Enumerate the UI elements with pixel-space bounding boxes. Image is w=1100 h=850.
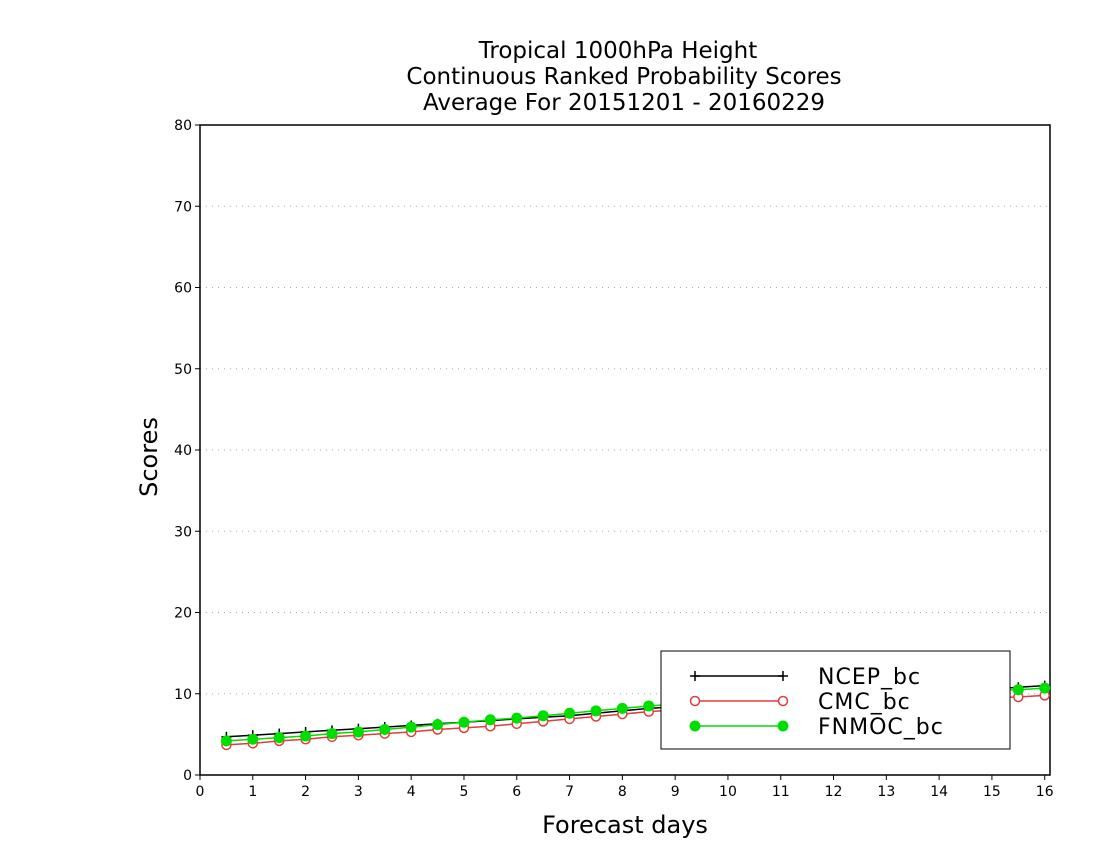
x-tick-label: 14 (930, 784, 948, 800)
data-point-fnmoc-bc (379, 724, 391, 735)
y-tick-label: 30 (174, 524, 192, 540)
x-tick-label: 9 (671, 784, 680, 800)
x-tick-label: 6 (512, 784, 521, 800)
data-point-fnmoc-bc (1012, 684, 1024, 696)
x-tick-label: 8 (618, 784, 627, 800)
data-point-fnmoc-bc (590, 705, 602, 717)
data-point-fnmoc-bc (432, 719, 444, 731)
data-point-fnmoc-bc (484, 714, 496, 726)
data-point-fnmoc-bc (511, 712, 523, 724)
legend-marker-cmc-bc-end (777, 695, 789, 707)
x-tick-label: 1 (248, 784, 257, 800)
x-tick-label: 12 (825, 784, 843, 800)
y-tick-label: 60 (174, 281, 192, 297)
legend-marker-fnmoc-bc-end (777, 720, 789, 732)
legend-marker-ncep-bc-end (778, 671, 788, 681)
x-axis-title: Forecast days (542, 811, 708, 839)
x-tick-label: 13 (877, 784, 895, 800)
chart-title: Tropical 1000hPa Height Continuous Ranke… (406, 38, 841, 116)
y-tick-label: 10 (174, 687, 192, 703)
data-point-fnmoc-bc (405, 721, 417, 733)
y-axis-title: Scores (135, 417, 163, 497)
data-point-fnmoc-bc (352, 726, 364, 738)
x-tick-label: 2 (301, 784, 310, 800)
y-tick-label: 70 (174, 199, 192, 215)
chart-title-line-3: Average For 20151201 - 20160229 (423, 90, 825, 116)
data-point-fnmoc-bc (458, 716, 470, 728)
legend-label-ncep-bc: NCEP_bc (818, 665, 921, 690)
legend-marker-fnmoc-bc-start (689, 720, 701, 732)
y-tick-label: 80 (174, 118, 192, 134)
x-tick-label: 16 (1036, 784, 1054, 800)
legend-box (660, 650, 1011, 750)
y-tick-label: 50 (174, 362, 192, 378)
x-tick-label: 10 (719, 784, 737, 800)
legend-marker-ncep-bc-start (690, 671, 700, 681)
gridlines (200, 205, 1050, 695)
legend-marker-cmc-bc-start (689, 695, 701, 707)
data-point-fnmoc-bc (247, 733, 259, 745)
x-tick-label: 11 (772, 784, 790, 800)
y-tick-label: 20 (174, 606, 192, 622)
x-tick-label: 4 (407, 784, 416, 800)
x-tick-label: 3 (354, 784, 363, 800)
chart-title-line-1: Tropical 1000hPa Height (478, 38, 758, 64)
x-tick-label: 7 (565, 784, 574, 800)
data-point-fnmoc-bc (220, 735, 232, 747)
chart-title-line-2: Continuous Ranked Probability Scores (406, 64, 841, 90)
x-tick-label: 0 (196, 784, 205, 800)
data-point-fnmoc-bc (564, 707, 576, 719)
data-point-fnmoc-bc (326, 728, 338, 740)
data-point-fnmoc-bc (300, 730, 312, 742)
y-tick-label: 40 (174, 443, 192, 459)
x-tick-label: 5 (460, 784, 469, 800)
data-point-fnmoc-bc (273, 732, 285, 744)
x-tick-label: 15 (983, 784, 1001, 800)
legend-label-cmc-bc: CMC_bc (818, 690, 911, 715)
y-tick-label: 0 (183, 768, 192, 784)
legend-label-fnmoc-bc: FNMOC_bc (818, 715, 944, 740)
data-point-fnmoc-bc (616, 702, 628, 714)
data-point-fnmoc-bc (537, 710, 549, 722)
data-point-fnmoc-bc (1039, 682, 1051, 694)
data-point-fnmoc-bc (643, 700, 655, 712)
